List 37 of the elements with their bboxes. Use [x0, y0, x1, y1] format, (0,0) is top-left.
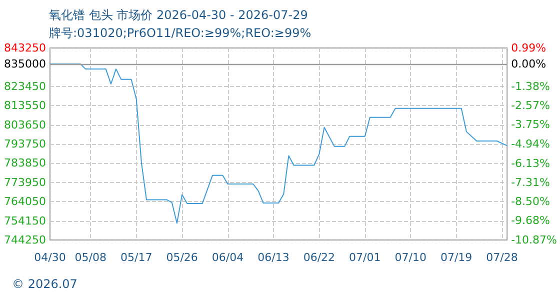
y-tick-label: 754150	[4, 214, 46, 228]
y2-tick-label: -2.57%	[511, 99, 550, 112]
y-tick-label: 744250	[4, 234, 46, 246]
y2-tick-label: -9.68%	[511, 214, 550, 228]
x-tick-label: 04/30	[34, 251, 66, 264]
y2-tick-label: 0.99%	[511, 42, 546, 54]
y-tick-label: 764050	[4, 195, 46, 208]
text: © 2026.07	[12, 277, 78, 291]
line-series	[50, 64, 508, 224]
y2-tick-label: -10.87%	[511, 234, 558, 246]
x-tick-label: 07/01	[349, 251, 381, 264]
x-tick-label: 06/13	[258, 251, 290, 264]
x-tick-label: 07/10	[394, 251, 426, 264]
x-tick-label: 06/22	[303, 251, 336, 264]
y-tick-label: 813550	[4, 99, 46, 112]
y2-tick-label: -1.38%	[511, 80, 550, 93]
y-tick-label: 793750	[4, 138, 46, 150]
y2-tick-label: -3.75%	[511, 118, 550, 132]
y-tick-label: 783850	[4, 156, 46, 170]
y2-tick-label: -6.13%	[511, 156, 550, 170]
chart-title: 氧化镨 包头 市场价 2026-04-30 - 2026-07-29	[49, 8, 308, 22]
x-tick-label: 05/08	[74, 251, 106, 264]
y2-tick-label: -8.50%	[511, 195, 550, 208]
x-tick-label: 05/26	[166, 251, 198, 264]
x-tick-label: 05/17	[120, 251, 152, 264]
y-tick-label: 823450	[4, 80, 46, 93]
y2-tick-label: -4.94%	[511, 138, 550, 150]
chart-subtitle: 牌号:031020;Pr6O11/REO:≥99%;REO:≥99%	[49, 26, 312, 40]
x-tick-label: 06/04	[212, 251, 244, 264]
y-tick-label: 803650	[4, 118, 46, 132]
y-tick-label: 835000	[4, 58, 46, 70]
x-tick-label: 07/28	[486, 251, 518, 264]
y2-tick-label: -7.31%	[511, 176, 550, 189]
x-tick-label: 07/19	[440, 251, 472, 264]
y-tick-label: 843250	[4, 42, 46, 54]
y-tick-label: 773950	[4, 176, 46, 189]
y2-tick-label: 0.00%	[511, 58, 546, 71]
